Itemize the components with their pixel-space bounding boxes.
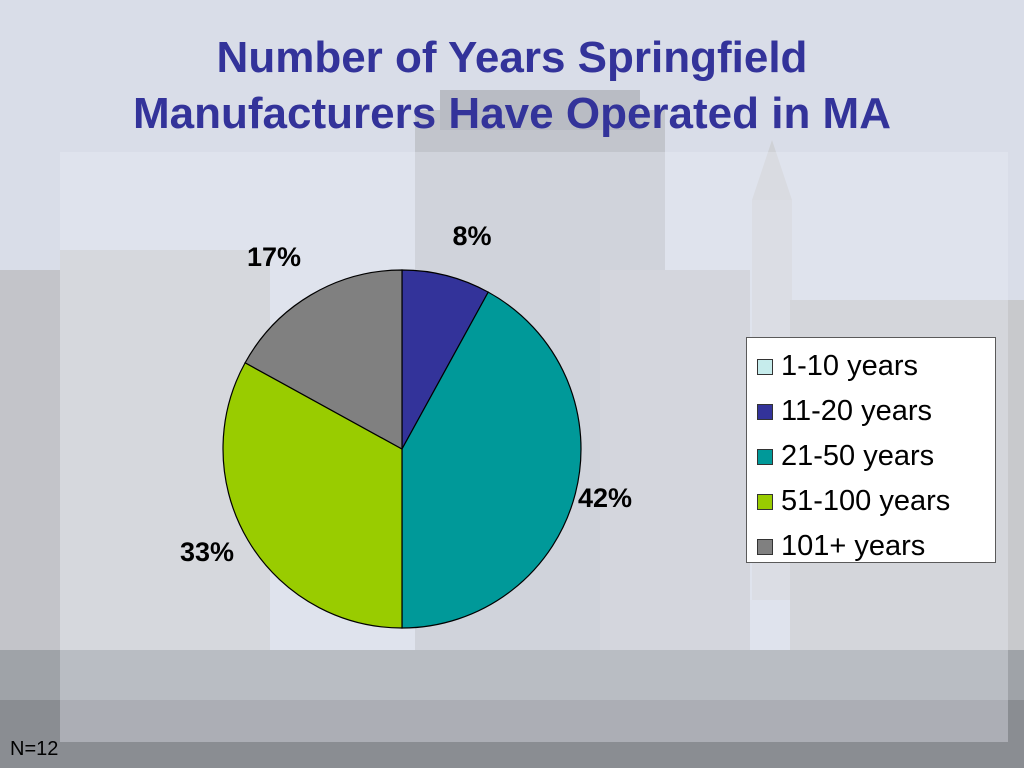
legend-swatch: [757, 448, 773, 465]
data-label: 8%: [452, 221, 491, 251]
chart-title-line-2: Manufacturers Have Operated in MA: [133, 89, 891, 138]
legend-swatch: [757, 493, 773, 510]
legend-item-101-plus-years: 101+ years: [757, 524, 995, 569]
sample-size-note: N=12: [10, 738, 59, 760]
pie-slice-11-20-years: [401, 269, 490, 450]
legend-item-51-100-years: 51-100 years: [757, 479, 995, 524]
legend-item-21-50-years: 21-50 years: [757, 434, 995, 479]
legend-swatch: [757, 538, 773, 555]
pie-slice-101-years: [244, 269, 403, 451]
chart-title: Number of Years Springfield Manufacturer…: [0, 30, 1024, 142]
legend-label: 11-20 years: [781, 395, 932, 427]
legend-swatch: [757, 358, 773, 375]
legend-label: 101+ years: [781, 530, 926, 562]
data-label: 42%: [578, 483, 632, 513]
chart-legend: 1-10 years 11-20 years 21-50 years 51-10…: [746, 337, 996, 563]
legend-item-11-20-years: 11-20 years: [757, 389, 995, 434]
pie-slice-51-100-years: [222, 361, 403, 629]
legend-label: 51-100 years: [781, 485, 951, 517]
data-label: 17%: [247, 242, 301, 272]
legend-swatch: [757, 403, 773, 420]
legend-label: 21-50 years: [781, 440, 935, 472]
data-label: 33%: [180, 537, 234, 567]
legend-label: 1-10 years: [781, 350, 919, 382]
chart-title-line-1: Number of Years Springfield: [216, 33, 808, 82]
pie-slice-21-50-years: [401, 291, 582, 629]
legend-item-1-10-years: 1-10 years: [757, 344, 995, 389]
